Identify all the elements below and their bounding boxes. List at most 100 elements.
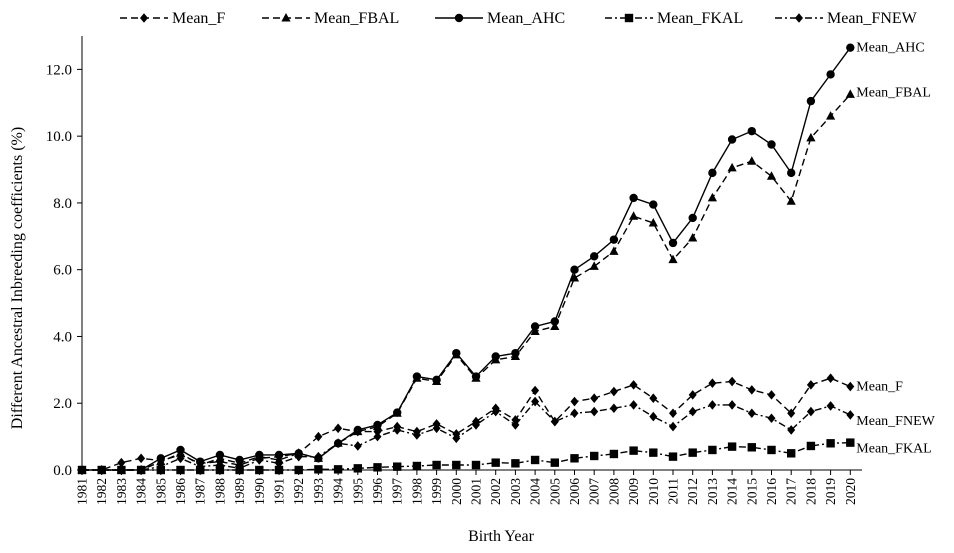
data-point [412,372,422,381]
data-point [688,390,697,400]
x-tick-label: 1998 [409,478,424,505]
data-point [649,200,658,209]
x-tick-label: 1999 [429,478,444,505]
data-point [846,43,855,52]
series-Mean_FBAL [77,89,855,474]
data-point [353,464,362,473]
x-tick-label: 2009 [626,478,641,505]
x-tick-label: 2017 [784,478,799,505]
data-point [373,431,382,442]
data-point [294,465,303,475]
data-point [747,126,756,136]
x-tick-label: 2015 [744,478,759,505]
data-point [215,465,225,475]
data-point [590,252,599,261]
data-point [590,406,599,417]
data-point [255,455,264,465]
x-tick-label: 1996 [370,478,385,505]
x-tick-label: 2012 [685,478,700,505]
data-point [826,111,836,120]
data-point [432,375,441,385]
data-point [255,450,264,460]
series-Mean_FKAL [77,438,855,475]
x-tick-label: 1982 [94,478,109,505]
data-point [137,465,146,475]
data-point [452,460,461,470]
data-point [767,390,776,400]
data-point [531,396,540,407]
data-point [530,455,540,465]
data-point [412,430,421,440]
data-point [530,322,540,331]
legend: Mean_F Mean_FBAL Mean_AHC Mean_FKAL Mean_FNE… [120,10,918,27]
data-point [629,211,639,220]
data-point [176,445,185,455]
legend-label: Mean_F [172,10,225,27]
end-label: Mean_FNEW [856,414,935,429]
data-point [550,416,559,427]
data-point [747,443,756,452]
data-point [334,438,343,449]
x-tick-label: 1990 [252,478,267,505]
data-point [826,439,835,448]
x-tick-label: 2011 [666,478,681,505]
data-point [609,449,619,459]
y-tick-label: 8.0 [53,196,72,212]
data-point [727,135,737,144]
data-point [393,408,402,417]
data-point [215,450,225,460]
data-point [235,455,244,465]
data-point [826,70,835,79]
data-point [570,454,579,463]
data-point [727,162,737,172]
legend-label: Mean_FNEW [827,10,918,27]
data-point [373,420,382,430]
legend-marker [624,13,634,23]
data-point [176,453,185,464]
end-label: Mean_FKAL [856,442,931,457]
axes [81,36,862,471]
x-tick-label: 2002 [488,478,503,505]
data-point [629,380,638,390]
x-tick-label: 2000 [449,478,464,505]
data-point [747,156,757,165]
data-point [393,462,402,471]
data-point [649,448,658,457]
y-tick-label: 2.0 [53,396,72,412]
data-point [550,321,560,330]
data-point [708,378,717,388]
x-tick-label: 1991 [272,478,287,505]
x-tick-label: 1984 [134,478,149,505]
x-tick-label: 1995 [350,478,365,505]
x-tick-label: 1987 [193,478,208,505]
data-point [274,465,284,475]
data-point [688,448,697,457]
legend-marker [140,13,148,23]
data-point [196,457,205,466]
data-point [728,400,737,410]
data-point [97,465,106,475]
data-point [846,410,855,420]
data-point [806,380,815,390]
x-tick-label: 2016 [764,478,779,505]
data-point [845,89,855,98]
data-point [156,461,165,472]
x-tick-label: 2006 [567,478,582,505]
y-tick-label: 4.0 [53,329,72,345]
data-point [648,217,658,227]
data-point [708,168,717,178]
series-Mean_FNEW [78,396,855,475]
data-point [589,261,599,270]
series-line [82,400,851,471]
x-tick-label: 1986 [173,478,188,505]
data-point [471,372,481,381]
legend-marker [795,13,803,23]
series-line [82,93,851,471]
legend-item: Mean_F [120,10,225,27]
x-tick-label: 1994 [331,478,346,505]
data-point [471,460,481,470]
data-point [609,246,619,255]
data-point [78,465,86,475]
data-point [373,463,382,472]
data-point [728,376,737,387]
